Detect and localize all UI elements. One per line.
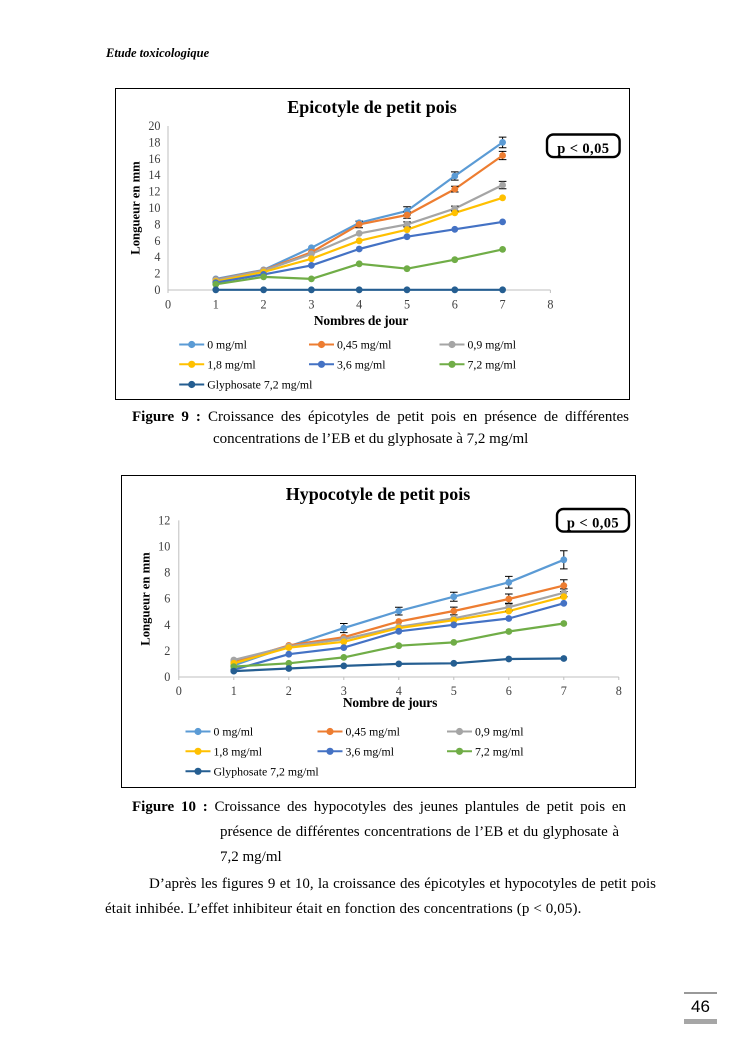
svg-text:14: 14 [148, 168, 160, 182]
svg-text:2: 2 [164, 644, 170, 658]
svg-text:4: 4 [164, 618, 170, 632]
svg-text:0: 0 [165, 298, 171, 312]
svg-text:2: 2 [286, 684, 292, 698]
svg-text:0,9 mg/ml: 0,9 mg/ml [475, 725, 524, 739]
svg-text:0: 0 [176, 684, 182, 698]
svg-text:8: 8 [616, 684, 622, 698]
svg-text:5: 5 [404, 298, 410, 312]
svg-text:0: 0 [164, 670, 170, 684]
svg-text:8: 8 [547, 298, 553, 312]
svg-text:3,6 mg/ml: 3,6 mg/ml [346, 745, 395, 759]
svg-text:7: 7 [561, 684, 567, 698]
svg-text:0,9 mg/ml: 0,9 mg/ml [468, 338, 517, 352]
svg-text:1: 1 [231, 684, 237, 698]
svg-text:16: 16 [148, 152, 160, 166]
svg-text:3,6 mg/ml: 3,6 mg/ml [337, 358, 386, 372]
svg-text:7,2 mg/ml: 7,2 mg/ml [468, 358, 517, 372]
svg-text:10: 10 [158, 540, 170, 554]
svg-text:Nombres de jour: Nombres de jour [314, 313, 408, 328]
svg-text:12: 12 [148, 185, 160, 199]
svg-text:6: 6 [506, 684, 512, 698]
svg-text:5: 5 [451, 684, 457, 698]
svg-text:8: 8 [154, 217, 160, 231]
svg-text:Longueur en mm: Longueur en mm [129, 161, 143, 255]
svg-text:p < 0,05: p < 0,05 [557, 141, 609, 157]
svg-text:Nombre de jours: Nombre de jours [343, 695, 437, 710]
svg-text:1,8 mg/ml: 1,8 mg/ml [207, 358, 256, 372]
svg-text:4: 4 [396, 684, 402, 698]
svg-text:20: 20 [148, 119, 160, 133]
svg-text:0,45 mg/ml: 0,45 mg/ml [346, 725, 401, 739]
svg-text:6: 6 [164, 592, 170, 606]
svg-text:0: 0 [154, 283, 160, 297]
svg-text:1: 1 [213, 298, 219, 312]
svg-text:0 mg/ml: 0 mg/ml [214, 725, 254, 739]
svg-text:6: 6 [154, 234, 160, 248]
svg-text:8: 8 [164, 566, 170, 580]
svg-text:7: 7 [500, 298, 506, 312]
svg-text:0,45 mg/ml: 0,45 mg/ml [337, 338, 392, 352]
svg-text:18: 18 [148, 135, 160, 149]
svg-text:0 mg/ml: 0 mg/ml [207, 338, 247, 352]
svg-text:p < 0,05: p < 0,05 [567, 515, 619, 531]
svg-text:Glyphosate 7,2 mg/ml: Glyphosate 7,2 mg/ml [214, 765, 320, 779]
svg-text:3: 3 [341, 684, 347, 698]
svg-text:4: 4 [154, 250, 160, 264]
svg-text:2: 2 [154, 267, 160, 281]
svg-text:Longueur en mm: Longueur en mm [139, 552, 153, 646]
svg-text:6: 6 [452, 298, 458, 312]
svg-text:Glyphosate 7,2 mg/ml: Glyphosate 7,2 mg/ml [207, 378, 313, 392]
svg-text:3: 3 [308, 298, 314, 312]
svg-text:Epicotyle de petit pois: Epicotyle de petit pois [287, 97, 457, 117]
svg-text:Hypocotyle de petit pois: Hypocotyle de petit pois [286, 484, 471, 504]
svg-text:10: 10 [148, 201, 160, 215]
svg-text:12: 12 [158, 513, 170, 527]
svg-text:4: 4 [356, 298, 362, 312]
svg-text:1,8 mg/ml: 1,8 mg/ml [214, 745, 263, 759]
svg-text:2: 2 [261, 298, 267, 312]
svg-text:7,2 mg/ml: 7,2 mg/ml [475, 745, 524, 759]
